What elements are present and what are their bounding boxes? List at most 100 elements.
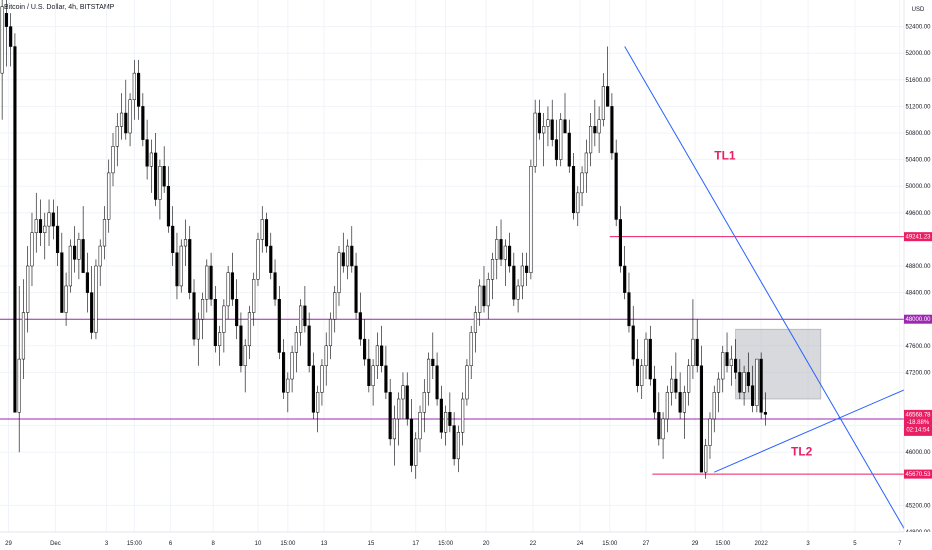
last-price-tag-text: 02:14:54 <box>906 427 930 433</box>
candle-body <box>670 378 674 393</box>
candle-body <box>281 352 286 393</box>
candle-body <box>469 332 473 366</box>
candle-body <box>307 325 311 367</box>
candle-body <box>512 265 516 300</box>
candle-body <box>687 365 691 393</box>
candle-body <box>674 378 678 393</box>
candle-body <box>239 325 243 367</box>
candle-body <box>495 239 499 260</box>
candle-body <box>13 46 17 413</box>
candle-body <box>137 72 141 107</box>
candle-body <box>371 365 375 386</box>
x-tick-label: 3 <box>105 541 109 547</box>
last-price-tag <box>904 409 932 436</box>
candle-body <box>589 126 593 154</box>
candle-body <box>26 265 30 313</box>
candle-body <box>375 345 379 366</box>
candle-body <box>341 252 345 267</box>
y-tick-label: 46000.00 <box>905 450 931 456</box>
x-tick-label: 15:00 <box>438 541 454 547</box>
candle-body <box>43 225 47 234</box>
candle-body <box>200 299 205 320</box>
candle-body <box>503 245 507 260</box>
candle-body <box>478 285 482 313</box>
candle-body <box>461 398 465 433</box>
candle-body <box>486 279 490 307</box>
x-axis: 29 Dec 3 15:00 6 8 10 15:00 13 15 17 15:00 20 22 24 15:… <box>0 531 932 550</box>
candle-body <box>721 352 725 380</box>
candle-body <box>196 318 200 340</box>
candle-body <box>320 365 324 393</box>
candle-body <box>132 72 136 101</box>
x-tick-label: 15:00 <box>602 541 618 547</box>
candle-body <box>55 225 60 253</box>
candle-body <box>661 418 665 440</box>
candle-body <box>384 365 388 393</box>
candle-body <box>124 112 128 134</box>
candles <box>0 0 767 479</box>
candle-body <box>0 6 4 74</box>
candle-body <box>414 438 418 466</box>
candle-body <box>218 332 222 347</box>
candle-body <box>584 152 588 174</box>
candle-body <box>746 372 750 386</box>
candle-body <box>623 265 627 293</box>
candle-body <box>269 245 273 273</box>
candle-body <box>119 112 124 127</box>
candle-body <box>563 119 567 134</box>
candle-body <box>345 245 350 267</box>
candle-body <box>452 425 456 460</box>
candle-body <box>708 418 712 446</box>
x-axis-background <box>0 532 932 550</box>
candle-body <box>179 245 183 287</box>
candle-body <box>610 106 614 154</box>
candle-body <box>73 245 77 260</box>
candle-body <box>733 358 738 373</box>
y-tick-label: 45200.00 <box>905 503 931 509</box>
candle-body <box>85 272 89 293</box>
candle-body <box>525 265 529 273</box>
x-tick-label: 20 <box>483 541 490 547</box>
candle-body <box>273 272 277 300</box>
candle-body <box>350 245 354 267</box>
x-tick-label: 6 <box>169 541 173 547</box>
candle-body <box>614 152 618 220</box>
x-tick-label: 29 <box>5 541 12 547</box>
price-level-tag <box>904 314 932 324</box>
candle-body <box>482 285 486 307</box>
x-tick-label: 15 <box>368 541 375 547</box>
candle-body <box>631 325 635 360</box>
candle-body <box>286 378 290 393</box>
candle-body <box>490 259 495 280</box>
candle-body <box>644 338 648 366</box>
candle-body <box>456 432 460 460</box>
candle-body <box>388 392 392 440</box>
candle-body <box>465 365 469 400</box>
y-tick-label: 50800.00 <box>905 131 931 137</box>
candle-body <box>316 392 320 413</box>
candle-body <box>171 225 175 253</box>
candle-body <box>367 358 371 386</box>
x-tick-label: 7 <box>898 541 902 547</box>
y-tick-label: 48800.00 <box>905 264 931 270</box>
last-price-tag-text: 46568.78 <box>905 412 931 418</box>
candle-body <box>691 338 695 366</box>
candle-body <box>635 358 640 386</box>
candle-body <box>209 265 213 300</box>
candle-body <box>593 126 597 134</box>
candle-body <box>107 172 111 220</box>
candle-body <box>640 365 644 386</box>
candle-body <box>401 385 405 400</box>
candle-body <box>60 252 64 313</box>
candle-body <box>294 332 298 353</box>
candle-body <box>580 172 584 194</box>
x-tick-label: 8 <box>212 541 216 547</box>
candle-body <box>68 245 72 287</box>
trendline-tl2 <box>714 388 907 473</box>
candle-body <box>426 358 431 393</box>
y-axis: USD 52400.00 52000.00 51600.00 51200.00 50800… <box>903 0 932 550</box>
candle-body <box>77 239 81 260</box>
candle-body <box>205 265 209 300</box>
candle-body <box>704 445 708 473</box>
